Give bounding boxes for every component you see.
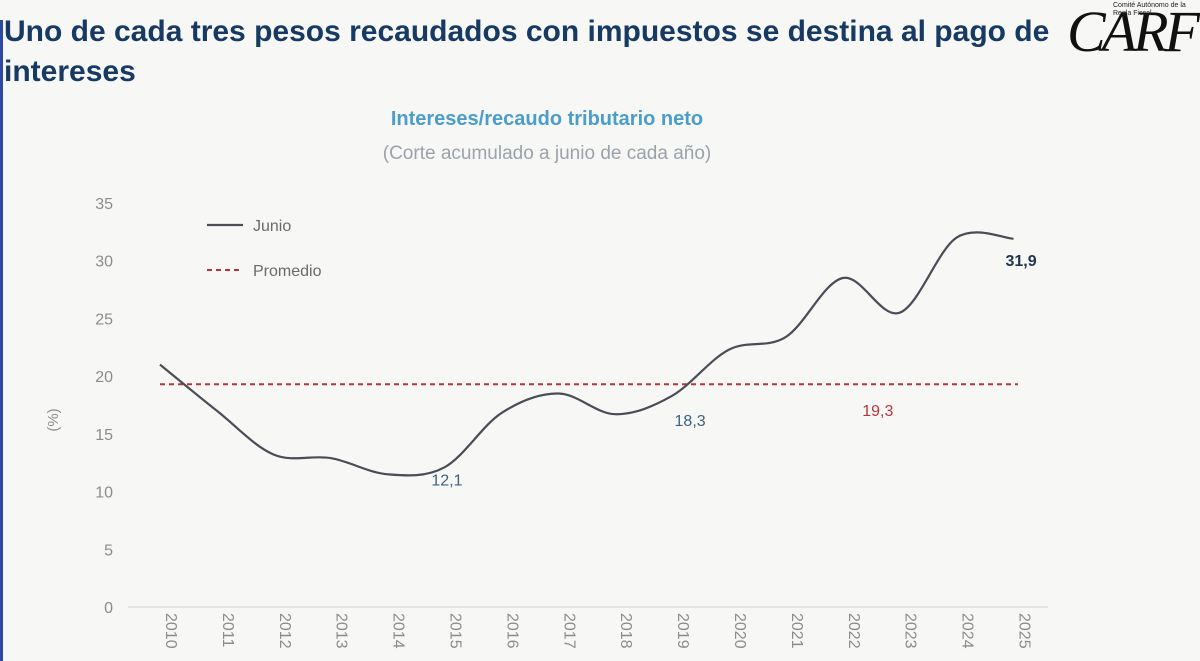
y-axis-label: (%) [45, 408, 62, 431]
data-label: 12,1 [431, 472, 462, 489]
x-tick-label: 2015 [447, 613, 464, 649]
legend-label-junio: Junio [253, 218, 291, 235]
x-tick-label: 2011 [219, 613, 236, 648]
y-tick-label: 5 [104, 542, 113, 559]
left-accent-rule [0, 20, 3, 661]
x-tick-label: 2017 [560, 613, 577, 649]
legend-label-promedio: Promedio [253, 263, 322, 280]
x-tick-label: 2010 [162, 613, 179, 649]
series-line-junio [159, 231, 1014, 477]
x-tick-label: 2021 [788, 613, 805, 649]
data-label: 19,3 [862, 403, 893, 420]
y-tick-label: 0 [104, 600, 113, 617]
chart-title: Intereses/recaudo tributario neto [390, 108, 704, 130]
data-label: 31,9 [1006, 253, 1037, 270]
y-tick-label: 15 [95, 427, 113, 444]
chart-subtitle: (Corte acumulado a junio de cada año) [382, 143, 712, 164]
y-tick-label: 20 [95, 369, 113, 386]
x-tick-label: 2016 [503, 613, 520, 649]
y-tick-label: 10 [95, 485, 113, 502]
x-tick-label: 2020 [731, 613, 748, 649]
data-label: 18,3 [675, 413, 706, 430]
y-tick-label: 25 [95, 311, 113, 328]
x-tick-label: 2013 [333, 613, 350, 649]
x-tick-label: 2025 [1016, 613, 1033, 649]
x-tick-label: 2014 [390, 613, 407, 649]
x-tick-label: 2022 [845, 613, 862, 649]
x-tick-label: 2024 [959, 613, 976, 649]
page-headline: Uno de cada tres pesos recaudados con im… [4, 15, 1050, 88]
x-tick-label: 2019 [674, 613, 691, 649]
carf-logo: CARF Comité Autónomo de la Regla Fiscal [1065, 0, 1200, 66]
x-tick-label: 2023 [902, 613, 919, 649]
x-tick-label: 2012 [276, 613, 293, 649]
x-tick-label: 2018 [617, 613, 634, 649]
y-tick-label: 30 [95, 254, 113, 271]
logo-subtitle: Comité Autónomo de la Regla Fiscal [1113, 2, 1186, 17]
logo-mark: CARF [1067, 0, 1200, 64]
y-tick-label: 35 [95, 196, 113, 213]
